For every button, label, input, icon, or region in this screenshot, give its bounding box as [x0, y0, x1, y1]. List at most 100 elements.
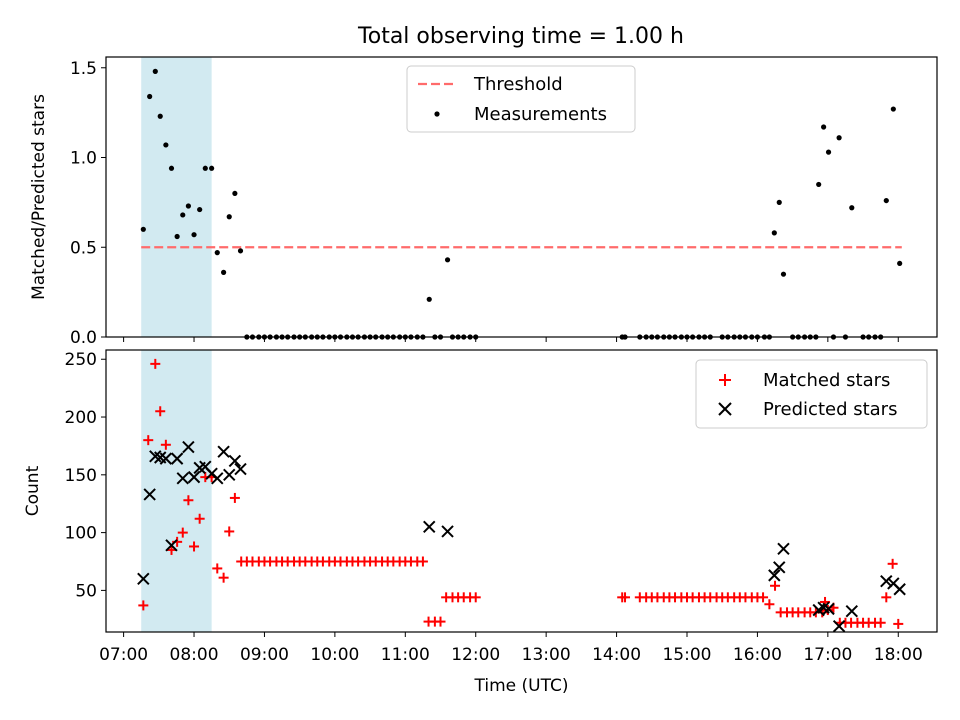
matched-star-marker — [470, 592, 481, 603]
y-tick-label: 0.5 — [70, 238, 97, 258]
measurement-point — [147, 93, 153, 100]
measurement-point — [771, 230, 777, 236]
measurement-point — [152, 68, 158, 74]
predicted-star-marker — [441, 525, 454, 538]
measurement-point — [140, 226, 146, 232]
measurement-point — [444, 257, 451, 263]
x-tick-label: 18:00 — [874, 645, 923, 665]
matched-star-marker — [417, 556, 428, 567]
predicted-star-b — [149, 450, 162, 463]
predicted-star-marker — [182, 440, 195, 454]
y-tick-label: 0.0 — [70, 328, 97, 348]
predicted-star-b — [137, 572, 150, 586]
matched-star-marker — [758, 592, 769, 603]
matched-star-marker — [150, 358, 161, 369]
bottom-panel: 50 100 150 200 250 07:00 08:00 09:00 10:00 11:00 1… — [23, 349, 938, 696]
predicted-star-marker — [845, 604, 858, 618]
matched-star-marker — [229, 492, 240, 503]
measurement-point — [221, 269, 227, 275]
predicted-star-b — [817, 601, 830, 614]
measurement-point — [197, 206, 203, 213]
predicted-star-marker — [234, 462, 247, 476]
predicted-star-b — [822, 602, 835, 616]
legend-measurement-swatch — [434, 111, 440, 117]
measurement-point — [226, 214, 232, 220]
predicted-star-marker — [423, 520, 436, 534]
predicted-star-b — [423, 520, 436, 534]
legend-threshold-label: Threshold — [473, 74, 563, 95]
legend-box — [695, 359, 928, 429]
predicted-star-b — [777, 542, 790, 555]
legend: Threshold Measurements — [406, 65, 636, 133]
measurement-point — [168, 165, 175, 171]
matched-star-marker — [138, 600, 149, 611]
predicted-star-marker — [773, 561, 786, 574]
matched-star-marker — [177, 527, 188, 538]
matched-star-marker — [764, 599, 775, 610]
matched-star-marker — [189, 541, 200, 552]
predicted-star-b — [170, 452, 184, 465]
predicted-star-b — [845, 604, 858, 618]
predicted-star-b — [228, 454, 242, 468]
measurement-point — [890, 106, 896, 112]
x-tick-label: 16:00 — [733, 645, 782, 665]
predicted-star-b — [211, 472, 224, 485]
measurement-point — [174, 233, 180, 240]
matched-star-marker — [893, 618, 904, 629]
measurement-point — [816, 181, 822, 188]
predicted-star-marker — [159, 452, 173, 465]
y-tick-label: 150 — [65, 466, 97, 486]
legend-matched-label: Matched stars — [763, 370, 890, 391]
measurement-point — [209, 165, 215, 171]
predicted-star-marker — [228, 454, 242, 468]
predicted-star-marker — [211, 472, 224, 485]
matched-star-marker — [212, 563, 223, 574]
x-tick-label: 14:00 — [592, 645, 641, 665]
matched-star-marker — [875, 617, 886, 628]
predicted-star-b — [768, 569, 781, 582]
matched-star-marker — [435, 616, 446, 627]
predicted-star-b — [143, 488, 156, 501]
y-tick-label: 50 — [75, 581, 97, 601]
matched-star-marker — [160, 439, 171, 450]
predicted-star-b — [165, 539, 178, 552]
predicted-star-marker — [768, 569, 781, 582]
x-tick-label: 17:00 — [803, 645, 852, 665]
top-panel: 0.0 0.5 1.0 1.5 Matched/Predicted stars Thres… — [29, 56, 938, 348]
predicted-star-marker — [217, 445, 230, 458]
x-axis-label: Time (UTC) — [474, 676, 569, 696]
measurement-point — [849, 205, 855, 211]
x-tick-label: 13:00 — [522, 645, 571, 665]
x-tick-label: 12:00 — [451, 645, 500, 665]
measurement-point — [237, 248, 244, 254]
matched-star-marker — [183, 495, 194, 506]
matched-star-marker — [620, 592, 631, 603]
predicted-star-marker — [880, 574, 893, 588]
predicted-star-marker — [165, 539, 178, 552]
measurement-point — [821, 124, 827, 130]
measurement-point — [426, 296, 432, 302]
measurement-point — [825, 149, 832, 155]
matched-star-marker — [155, 406, 166, 417]
predicted-star-marker — [822, 602, 835, 616]
legend-predicted-label: Predicted stars — [763, 399, 897, 420]
y-axis-label: Count — [23, 465, 43, 516]
measurement-point — [780, 271, 787, 277]
legend-box — [406, 65, 636, 133]
predicted-star-b — [187, 470, 201, 484]
observing-window-band — [141, 57, 212, 337]
x-tick-label: 11:00 — [381, 645, 430, 665]
matched-star-marker — [194, 513, 205, 524]
predicted-star-marker — [777, 542, 790, 555]
axes-frame — [105, 56, 938, 338]
matched-star-marker — [881, 592, 892, 603]
measurement-point — [191, 232, 197, 238]
measurement-point — [232, 190, 238, 197]
measurement-point — [836, 135, 842, 141]
measurement-point — [163, 142, 169, 148]
predicted-star-b — [773, 561, 786, 574]
measurement-point — [883, 197, 889, 204]
axes-frame — [105, 349, 938, 633]
predicted-star-marker — [832, 620, 846, 633]
